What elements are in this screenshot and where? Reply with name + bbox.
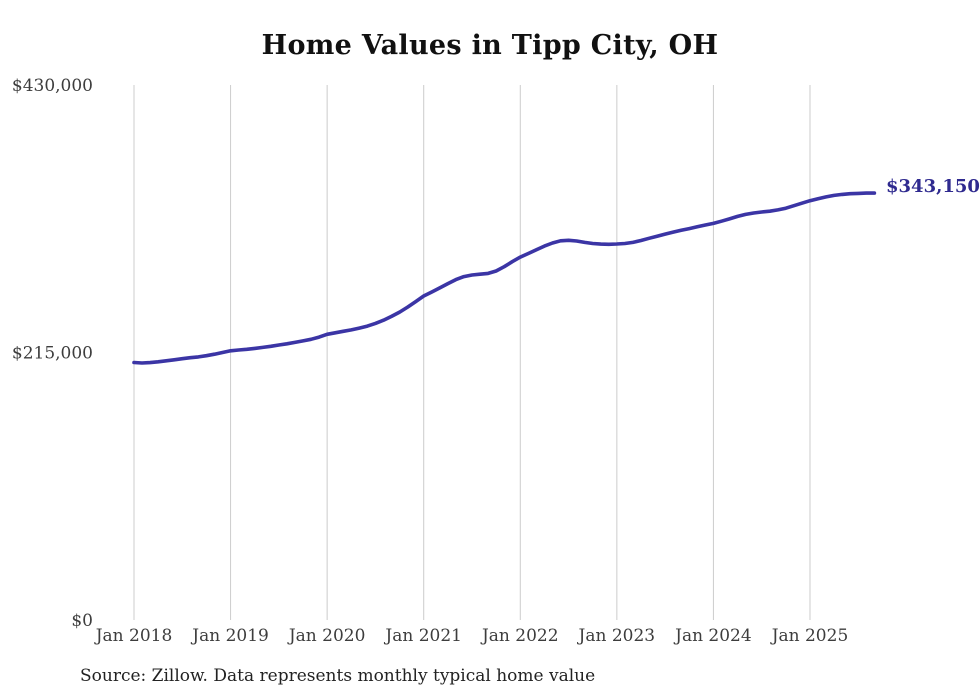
x-tick-label: Jan 2018 [94,626,173,646]
x-tick-label: Jan 2021 [383,626,462,646]
y-tick-label: $0 [71,611,93,631]
source-attribution: Source: Zillow. Data represents monthly … [80,666,596,686]
y-tick-label: $215,000 [12,344,93,364]
x-tick-label: Jan 2020 [287,626,366,646]
x-tick-label: Jan 2022 [480,626,559,646]
x-tick-label: Jan 2025 [770,626,849,646]
x-tick-label: Jan 2023 [577,626,656,646]
home-value-series-line [132,191,877,365]
chart-title: Home Values in Tipp City, OH [261,30,719,61]
last-value-label: $343,150 [886,176,980,197]
x-tick-label: Jan 2019 [190,626,269,646]
x-tick-label: Jan 2024 [673,626,752,646]
y-tick-label: $430,000 [12,76,93,96]
